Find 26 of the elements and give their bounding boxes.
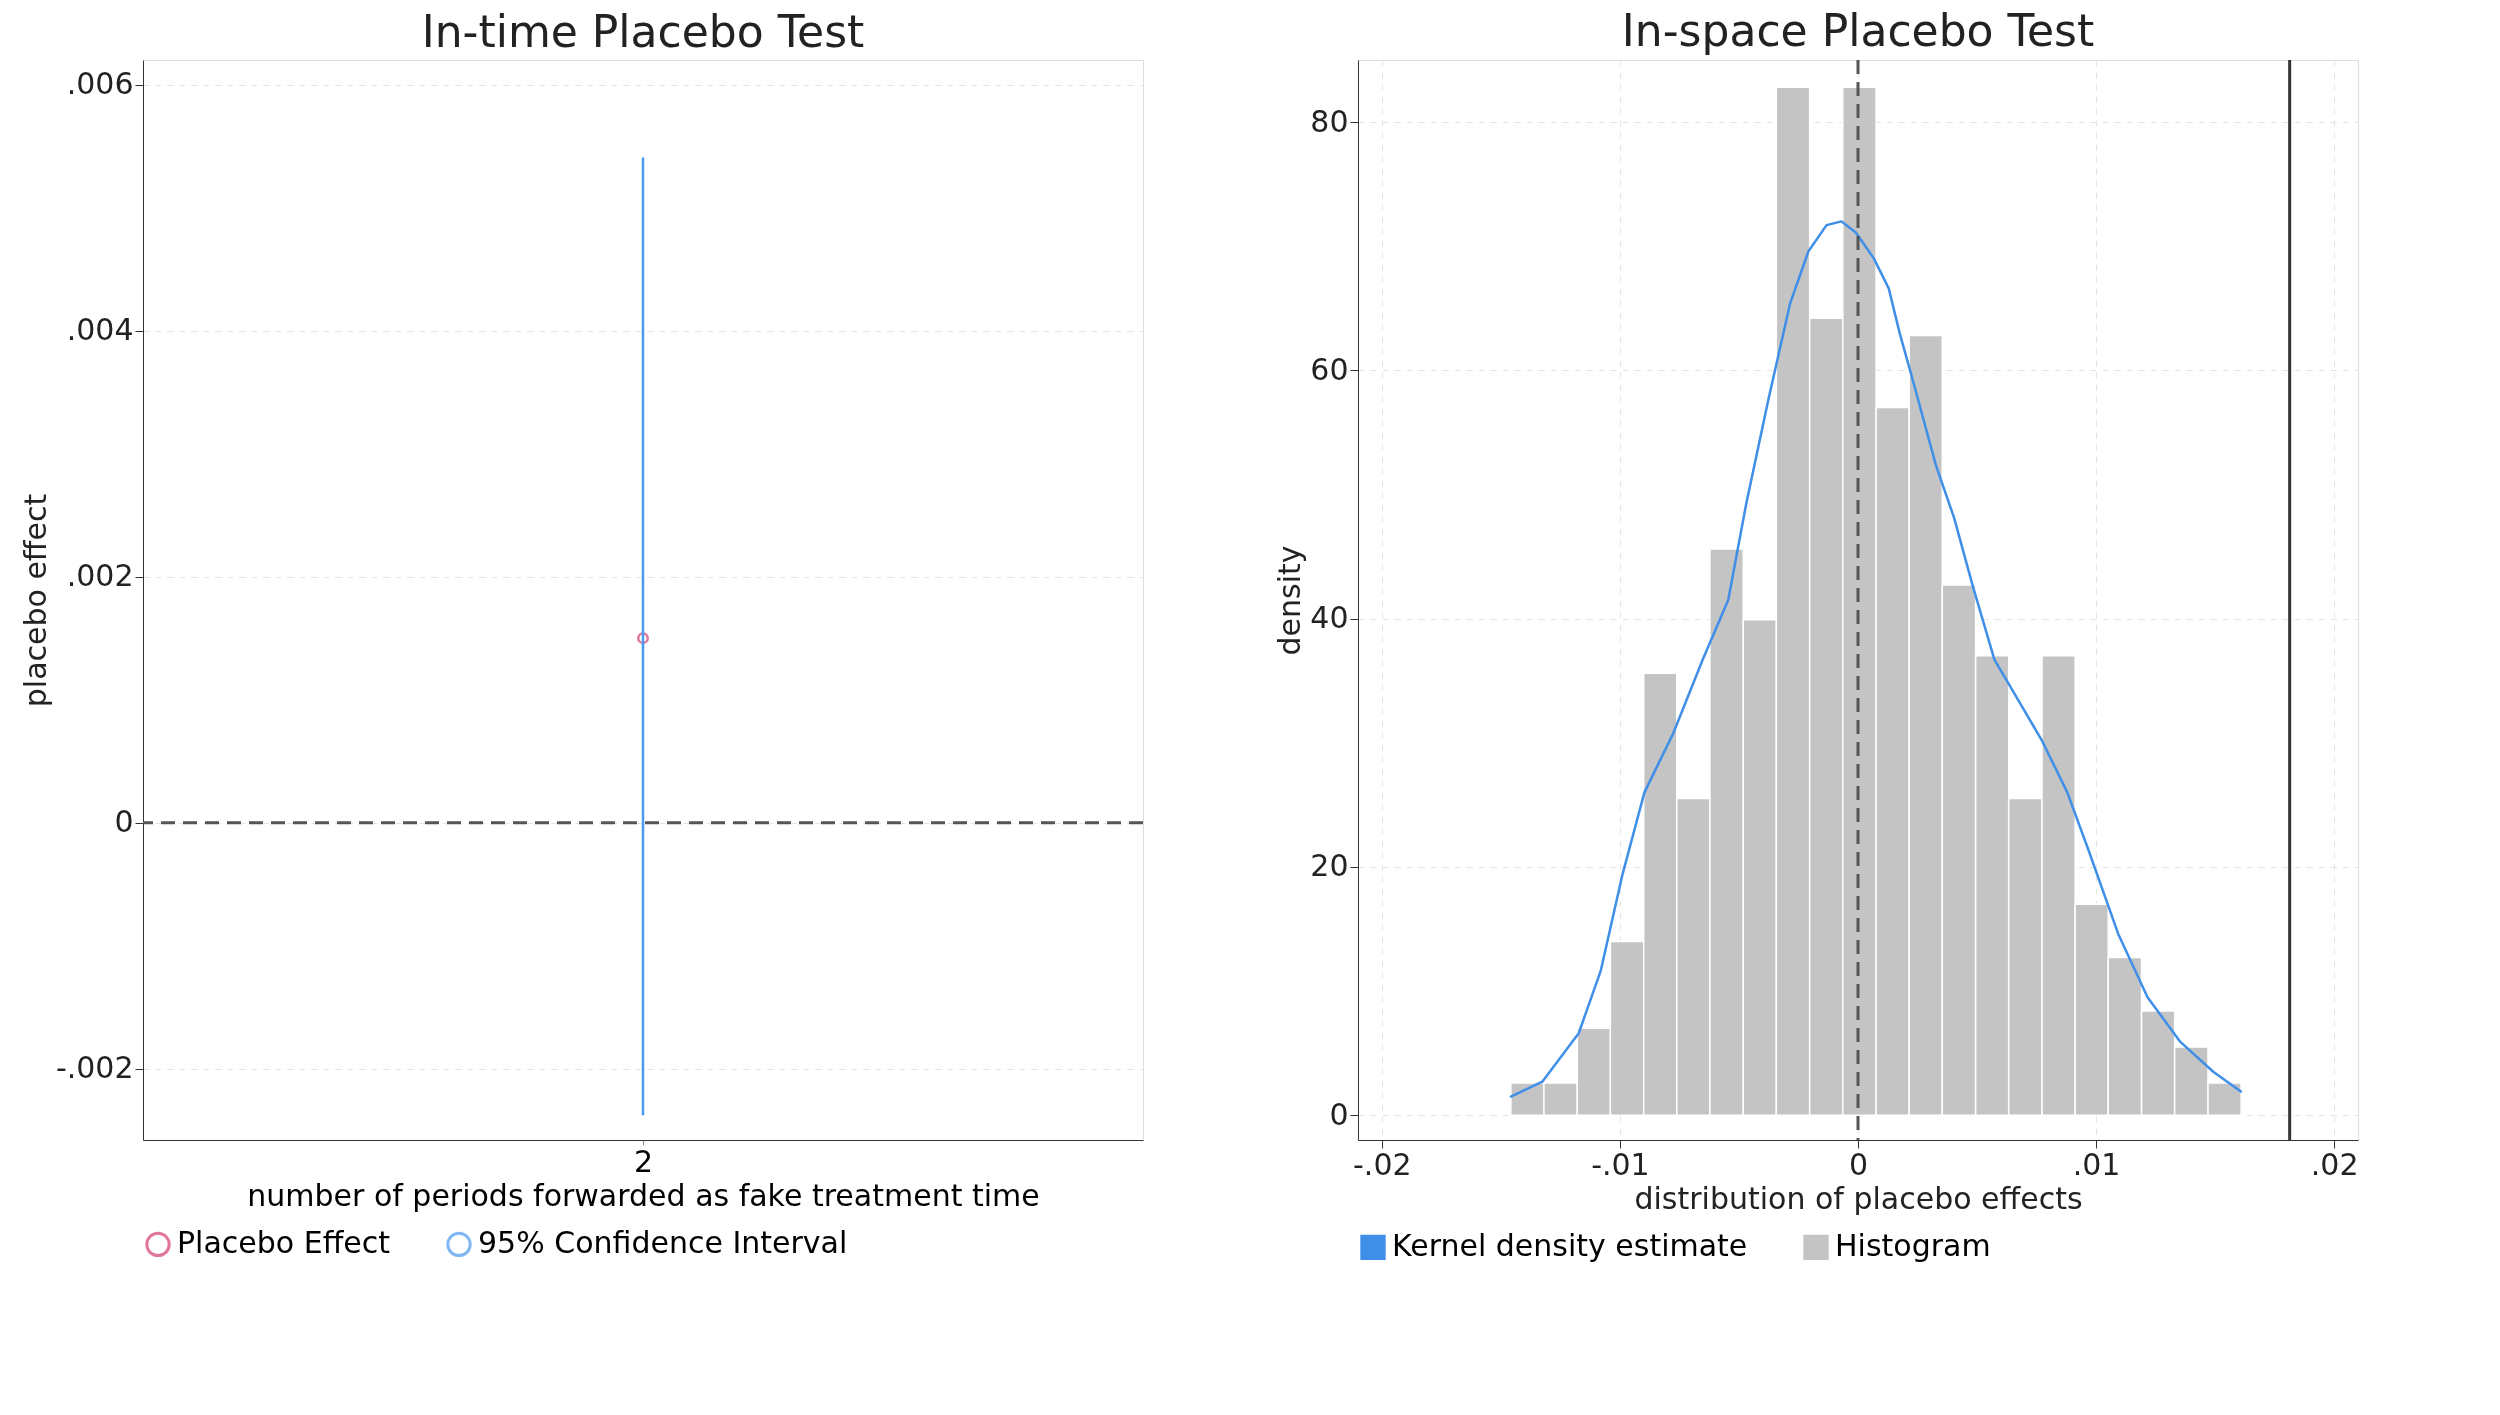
y-tick-label: .006 [66, 66, 134, 102]
y-tick-label: 40 [1310, 600, 1349, 636]
y-tick-label: .002 [66, 558, 134, 594]
x-tick-label: 0 [1848, 1146, 1869, 1182]
x-tick-label: -.01 [1591, 1146, 1650, 1182]
y-tick-label: -.002 [55, 1050, 134, 1086]
x-tick-label: .02 [2310, 1146, 2359, 1182]
chart-title: In-time Placebo Test [421, 6, 865, 57]
x-axis-title: distribution of placebo effects [1634, 1180, 2083, 1216]
y-tick-label: 20 [1310, 848, 1349, 884]
x-tick-label: -.02 [1353, 1146, 1412, 1182]
y-tick-label: 0 [1329, 1096, 1349, 1132]
y-tick-label: 80 [1310, 103, 1349, 139]
legend-label: 95% Confidence Interval [478, 1225, 848, 1261]
chart-title: In-space Placebo Test [1621, 4, 2095, 56]
legend-label: Kernel density estimate [1392, 1228, 1748, 1264]
y-axis-title: placebo effect [17, 493, 53, 708]
y-tick-label: 60 [1310, 351, 1349, 387]
x-tick-label: 2 [633, 1143, 654, 1179]
legend-label: Histogram [1835, 1228, 1991, 1264]
legend-label: Placebo Effect [177, 1225, 391, 1261]
x-tick-label: .01 [2072, 1146, 2121, 1182]
x-axis-title: number of periods forwarded as fake treatment time [247, 1177, 1040, 1213]
y-tick-label: 0 [114, 804, 134, 840]
y-axis-title: density [1272, 545, 1308, 656]
y-tick-label: .004 [66, 312, 134, 348]
